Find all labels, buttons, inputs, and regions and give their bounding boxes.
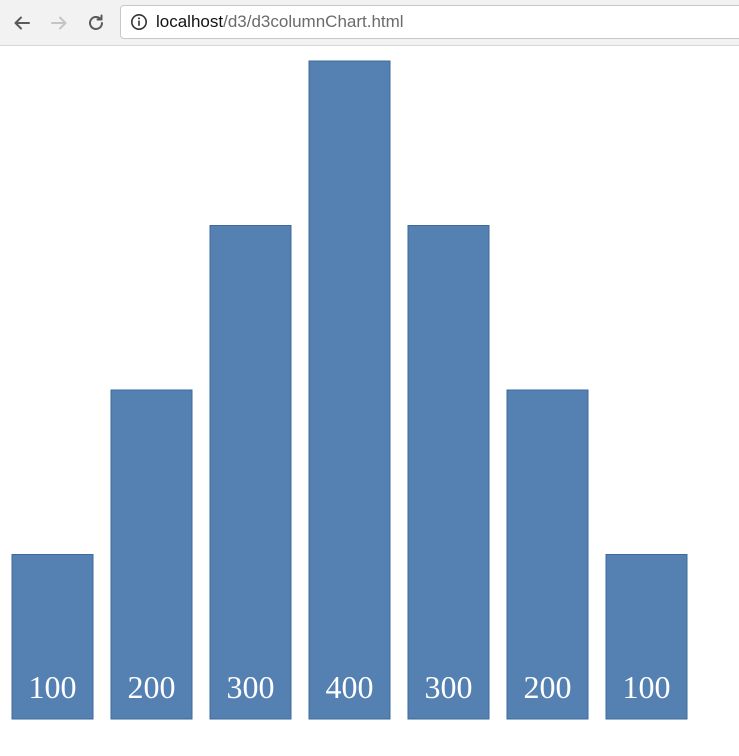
back-button[interactable] xyxy=(8,9,36,37)
column-chart: 100 200 300 400 300 200 100 xyxy=(11,60,688,720)
forward-button[interactable] xyxy=(45,9,73,37)
url-host: localhost xyxy=(156,12,224,31)
bar-label-7: 100 xyxy=(623,669,671,705)
reload-icon xyxy=(89,14,103,30)
bar-6 xyxy=(506,389,589,720)
bar-label-4: 400 xyxy=(326,669,374,705)
bar-label-5: 300 xyxy=(425,669,473,705)
browser-toolbar: localhost/d3/d3columnChart.html xyxy=(0,0,739,46)
bar-2 xyxy=(110,389,193,720)
arrow-left-icon xyxy=(14,16,30,30)
info-icon[interactable] xyxy=(130,13,148,31)
url-path: /d3/d3columnChart.html xyxy=(223,12,404,31)
bar-3 xyxy=(209,225,292,720)
bar-label-2: 200 xyxy=(128,669,176,705)
bar-4 xyxy=(308,60,391,720)
bar-label-6: 200 xyxy=(524,669,572,705)
bar-5 xyxy=(407,225,490,720)
bar-label-1: 100 xyxy=(29,669,77,705)
url-text[interactable]: localhost/d3/d3columnChart.html xyxy=(156,12,404,32)
arrow-right-icon xyxy=(51,16,67,30)
bar-7 xyxy=(605,554,688,720)
reload-button[interactable] xyxy=(82,9,110,37)
address-bar[interactable]: localhost/d3/d3columnChart.html xyxy=(120,5,739,39)
bar-1 xyxy=(11,554,94,720)
bar-label-3: 300 xyxy=(227,669,275,705)
